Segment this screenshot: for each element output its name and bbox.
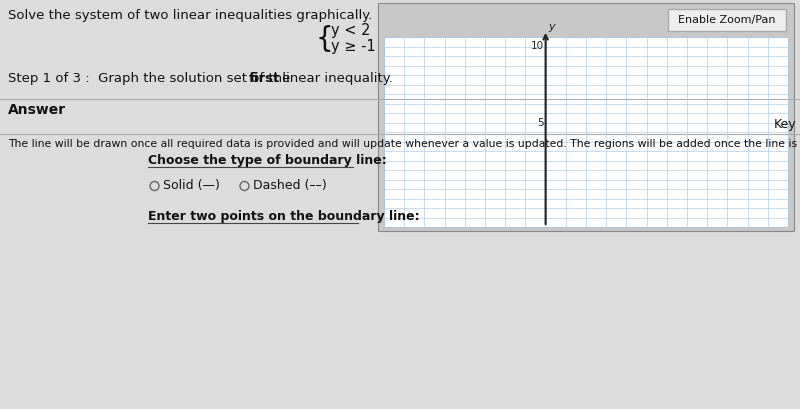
Text: y < 2: y < 2 [331, 23, 370, 38]
Text: Solid (—): Solid (—) [163, 180, 220, 193]
Text: The line will be drawn once all required data is provided and will update whenev: The line will be drawn once all required… [8, 139, 800, 149]
Text: y ≥ -1: y ≥ -1 [331, 40, 376, 54]
Text: linear inequality.: linear inequality. [278, 72, 393, 85]
Text: 10: 10 [530, 41, 544, 51]
Text: first: first [249, 72, 280, 85]
Text: Enable Zoom/Pan: Enable Zoom/Pan [678, 15, 776, 25]
Text: 5: 5 [537, 117, 544, 128]
FancyBboxPatch shape [384, 37, 788, 227]
Text: Step 1 of 3 :  Graph the solution set of the: Step 1 of 3 : Graph the solution set of … [8, 72, 294, 85]
Text: Dashed (––): Dashed (––) [253, 180, 326, 193]
Text: $\{$: $\{$ [315, 23, 331, 54]
Text: Choose the type of boundary line:: Choose the type of boundary line: [148, 154, 386, 167]
Text: y: y [549, 22, 555, 32]
Text: Answer: Answer [8, 103, 66, 117]
Text: Key: Key [774, 118, 796, 131]
Text: Enter two points on the boundary line:: Enter two points on the boundary line: [148, 210, 420, 223]
FancyBboxPatch shape [378, 3, 794, 231]
FancyBboxPatch shape [668, 9, 786, 31]
Text: Solve the system of two linear inequalities graphically.: Solve the system of two linear inequalit… [8, 9, 372, 22]
